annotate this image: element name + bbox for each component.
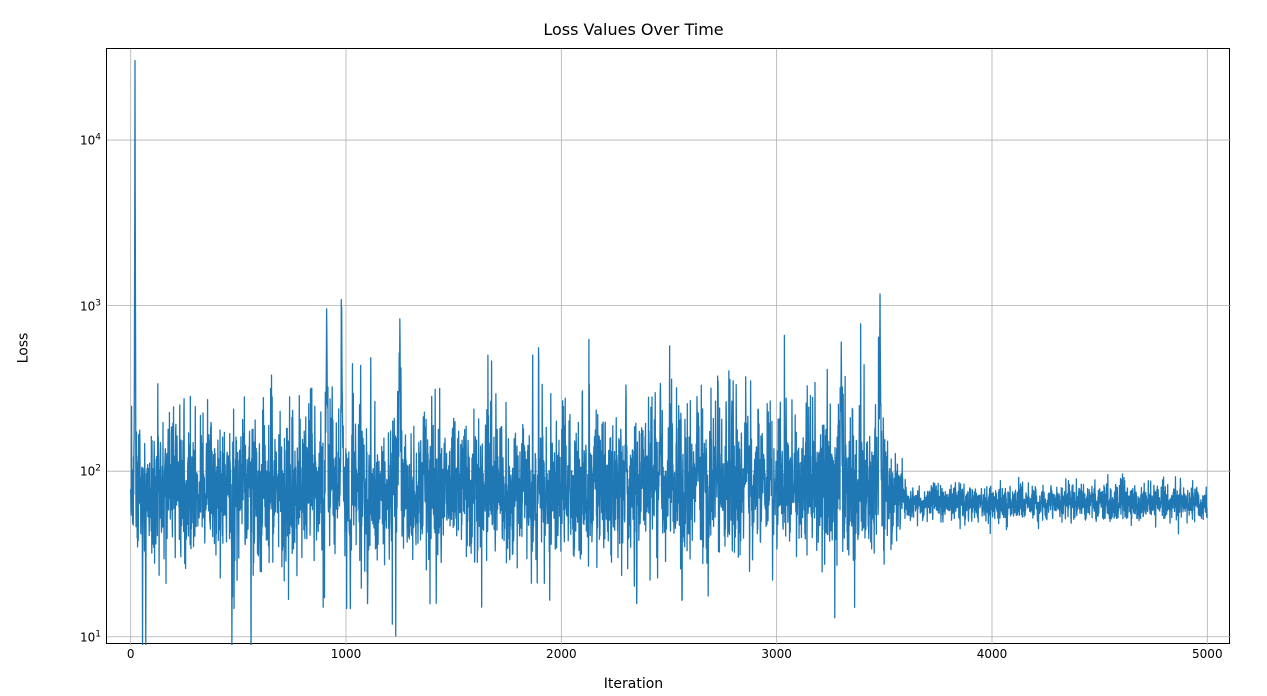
y-tick-label: 101: [80, 629, 107, 644]
y-tick-label: 103: [80, 298, 107, 313]
x-axis-label: Iteration: [0, 676, 1267, 692]
y-tick-label: 102: [80, 464, 107, 479]
x-tick-label: 4000: [977, 643, 1008, 661]
x-tick-label: 5000: [1192, 643, 1223, 661]
y-tick-label: 104: [80, 133, 107, 148]
x-tick-label: 3000: [761, 643, 792, 661]
plot-svg: [107, 49, 1231, 645]
y-axis-label: Loss: [15, 333, 31, 364]
x-tick-label: 0: [127, 643, 135, 661]
loss-series: [131, 61, 1207, 682]
x-tick-label: 2000: [546, 643, 577, 661]
chart-title: Loss Values Over Time: [0, 20, 1267, 39]
plot-area: 101102103104 010002000300040005000: [106, 48, 1230, 644]
loss-line: [131, 61, 1207, 682]
x-tick-label: 1000: [331, 643, 362, 661]
figure: Loss Values Over Time Loss Iteration 101…: [0, 0, 1267, 696]
